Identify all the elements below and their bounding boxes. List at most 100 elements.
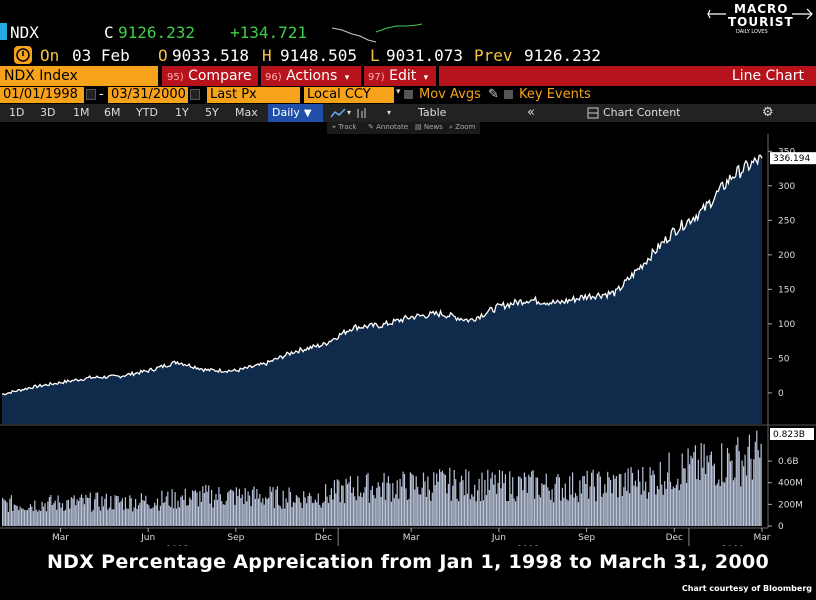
volume-bar: [506, 501, 508, 526]
volume-bar: [403, 474, 406, 526]
price-area: [2, 155, 762, 424]
volume-bar: [44, 503, 46, 526]
volume-bar: [159, 505, 161, 526]
track-tool[interactable]: ⌖ Track: [332, 123, 357, 131]
actions-button[interactable]: 96) Actions ▾: [261, 66, 361, 86]
y-tick-label: 50: [778, 354, 790, 364]
zoom-tool[interactable]: ⌕ Zoom: [449, 123, 476, 131]
volume-bar: [230, 489, 232, 526]
volume-bar: [564, 483, 566, 526]
volume-bar: [32, 511, 34, 526]
volume-bar: [23, 509, 26, 526]
volume-bar: [551, 489, 553, 526]
x-tick-label: Mar: [754, 533, 771, 543]
track-label: Track: [338, 123, 357, 131]
volume-bar: [285, 498, 287, 526]
volume-bar: [294, 502, 296, 526]
volume-bar: [458, 501, 460, 526]
price-chart[interactable]: 050100150200250300350336.1940200M400M0.6…: [0, 134, 816, 546]
volume-bar: [275, 489, 277, 526]
news-tool[interactable]: ▤ News: [415, 123, 443, 131]
security-field[interactable]: NDX Index: [0, 66, 158, 86]
mov-avgs-toggle[interactable]: Mov Avgs ✎: [404, 87, 499, 102]
period-button[interactable]: 1D: [9, 106, 25, 119]
chevron-down-icon[interactable]: ▾: [347, 108, 352, 117]
compare-button[interactable]: 95) Compare: [162, 66, 258, 86]
volume-bar: [563, 497, 565, 526]
volume-bar: [510, 493, 512, 526]
volume-bar: [639, 481, 641, 526]
volume-bar: [240, 498, 242, 526]
volume-bar: [162, 503, 164, 526]
volume-bar: [227, 492, 229, 526]
field-select[interactable]: Last Px: [207, 87, 300, 103]
table-button[interactable]: Table: [418, 106, 447, 119]
period-button[interactable]: Max: [235, 106, 258, 119]
volume-bar: [390, 501, 392, 526]
chevron-down-icon[interactable]: ▾: [387, 108, 392, 117]
currency-select[interactable]: Local CCY: [304, 87, 394, 103]
period-button[interactable]: 6M: [104, 106, 121, 119]
volume-bar: [196, 492, 198, 526]
volume-bar: [127, 508, 129, 526]
volume-bar: [139, 502, 141, 526]
gear-icon[interactable]: ⚙: [762, 105, 774, 120]
volume-bar: [330, 488, 332, 526]
chart-type-label[interactable]: Line Chart: [731, 68, 804, 84]
frequency-select[interactable]: Daily ▼: [268, 104, 323, 122]
volume-bar: [155, 505, 157, 526]
key-events-toggle[interactable]: Key Events: [504, 87, 591, 102]
period-button[interactable]: 5Y: [205, 106, 219, 119]
volume-bar: [95, 492, 97, 526]
volume-bar: [626, 490, 628, 526]
volume-bar: [671, 489, 673, 526]
volume-bar: [298, 497, 300, 526]
ohlc-bar: On 03 Feb O 9033.518 H 9148.505 L 9031.0…: [0, 44, 816, 66]
volume-bar: [304, 497, 306, 526]
alert-icon[interactable]: [14, 46, 32, 64]
edit-button[interactable]: 97) Edit ▾: [364, 66, 436, 86]
volume-bar: [327, 503, 330, 526]
volume-bar: [98, 506, 100, 526]
calendar-icon[interactable]: [190, 89, 200, 100]
volume-bar: [257, 498, 259, 526]
volume-bar: [173, 508, 175, 526]
volume-bar: [747, 446, 749, 526]
volume-bar: [611, 493, 613, 526]
volume-bar: [624, 472, 626, 526]
volume-bar: [402, 471, 404, 526]
volume-bar: [636, 486, 638, 526]
collapse-icon[interactable]: «: [527, 105, 535, 120]
period-button[interactable]: 1Y: [175, 106, 189, 119]
annotate-tool[interactable]: ✎ Annotate: [368, 123, 409, 131]
bar-chart-icon[interactable]: [355, 107, 367, 119]
end-date-input[interactable]: 03/31/2000: [108, 87, 188, 103]
volume-bar: [497, 482, 499, 526]
start-date-input[interactable]: 01/01/1998: [0, 87, 84, 103]
volume-bar: [57, 495, 59, 526]
volume-bar: [86, 497, 88, 526]
period-button[interactable]: YTD: [136, 106, 158, 119]
volume-bar: [306, 503, 308, 526]
x-tick-label: Jun: [140, 533, 155, 543]
price-line: [1, 154, 763, 396]
triangle-down-icon: ▼: [303, 108, 312, 119]
line-chart-icon[interactable]: [330, 107, 346, 119]
volume-bar: [570, 494, 572, 526]
volume-bar: [192, 490, 194, 526]
volume-bar: [161, 490, 163, 526]
volume-bar: [667, 472, 669, 526]
volume-bar: [557, 474, 559, 526]
x-year-label: 2000: [721, 545, 744, 546]
volume-bar: [4, 500, 7, 526]
volume-bar: [380, 496, 382, 526]
period-button[interactable]: 1M: [73, 106, 90, 119]
volume-bar: [614, 478, 616, 526]
volume-bar: [92, 509, 94, 526]
volume-bar: [279, 506, 281, 526]
calendar-icon[interactable]: [86, 89, 96, 100]
volume-bar: [631, 473, 634, 526]
chart-content-button[interactable]: Chart Content: [603, 106, 681, 119]
period-button[interactable]: 3D: [40, 106, 56, 119]
x-year-label: 1999: [517, 545, 540, 546]
